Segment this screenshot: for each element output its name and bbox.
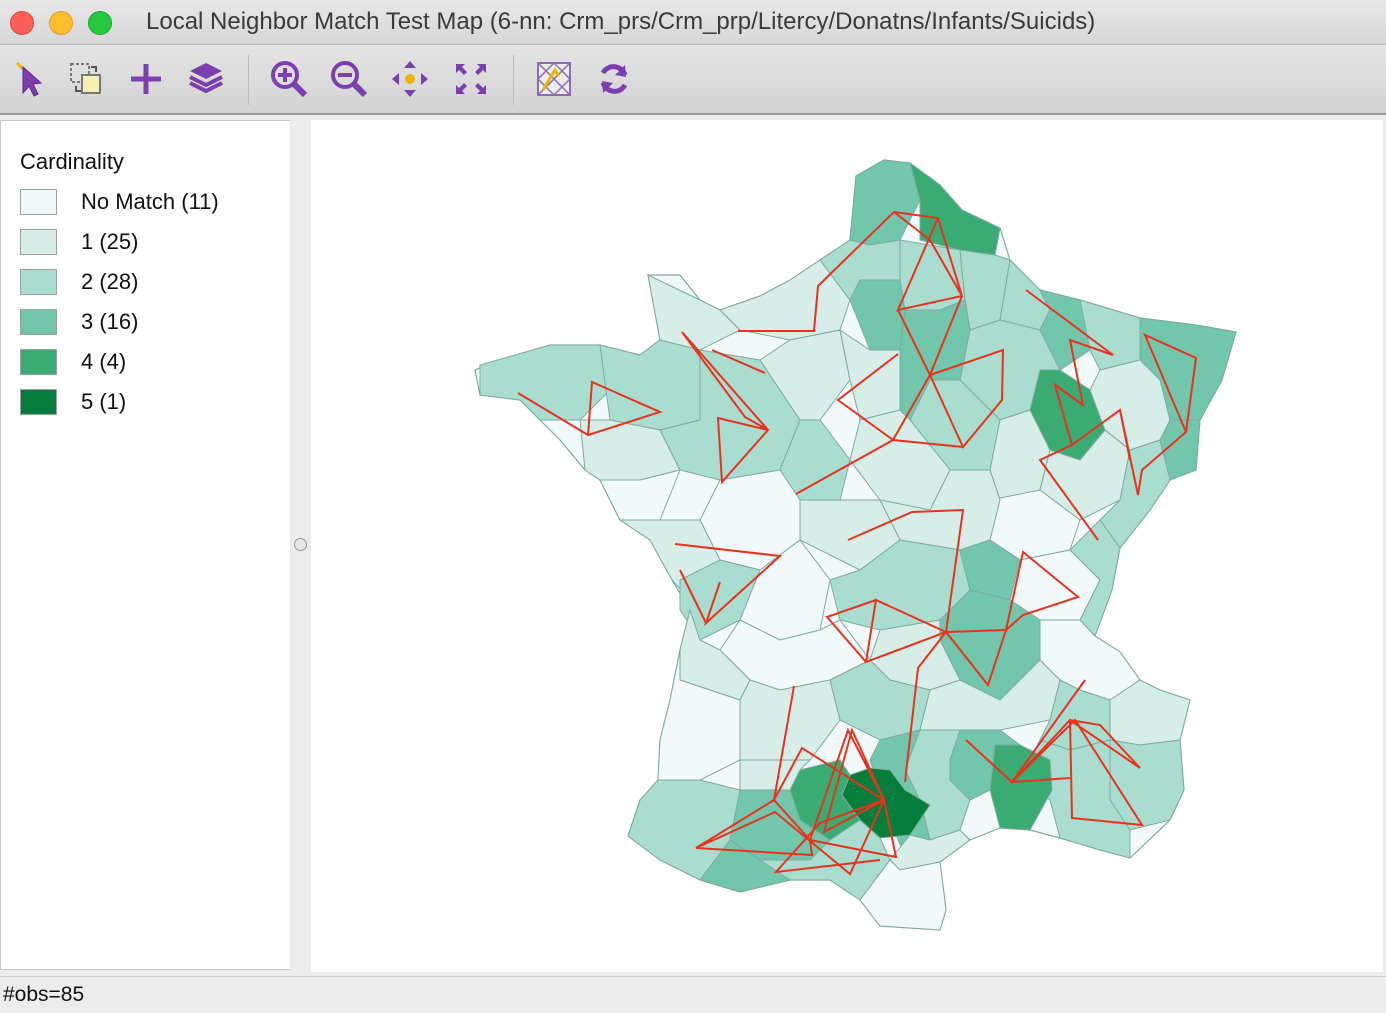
link-cluster [825,508,1081,783]
zoom-in-icon[interactable] [269,59,309,99]
selection-shape-icon[interactable] [66,59,106,99]
panel-splitter[interactable] [290,120,310,972]
map-svg [474,159,1237,931]
legend-swatch [20,309,57,335]
link-cluster [517,380,663,437]
legend-item-3[interactable]: 3 (16) [20,307,138,337]
region [1069,519,1121,637]
link-cluster [674,543,783,627]
legend-swatch [20,189,57,215]
legend-swatch [20,269,57,295]
region [909,161,1001,256]
legend-label: No Match (11) [81,189,219,214]
legend-label: 3 (16) [81,309,139,334]
layers-icon[interactable] [186,59,226,99]
legend-label: 5 (1) [81,389,127,414]
zoom-window-button[interactable] [88,11,112,35]
legend-title: Cardinality [20,149,124,174]
link-cluster [681,331,770,485]
legend-panel: Cardinality No Match (11) 1 (25) 2 (28) … [0,120,291,970]
link-cluster [695,685,898,876]
add-layer-icon[interactable] [126,59,166,99]
link-cluster [738,210,1005,449]
legend-item-4[interactable]: 4 (4) [20,347,126,377]
title-bar: Local Neighbor Match Test Map (6-nn: Crm… [0,0,1386,45]
legend-item-1[interactable]: 1 (25) [20,227,138,257]
legend-item-5[interactable]: 5 (1) [20,387,126,417]
region [959,789,1001,841]
toolbar-separator [248,55,249,105]
legend-swatch [20,389,57,415]
link-cluster [1025,289,1198,541]
refresh-icon[interactable] [594,59,634,99]
window-title: Local Neighbor Match Test Map (6-nn: Crm… [146,8,1096,35]
toolbar-separator [513,55,514,105]
status-bar: #obs=85 [0,976,1386,1013]
legend-swatch [20,349,57,375]
observation-count: #obs=85 [3,983,85,1006]
pan-icon[interactable] [390,59,430,99]
region [599,339,701,431]
minimize-window-button[interactable] [49,11,73,35]
map-theme-icon[interactable] [534,59,574,99]
region [859,859,947,931]
legend-swatch [20,229,57,255]
toolbar [0,45,1386,115]
full-extent-icon[interactable] [451,59,491,99]
legend-item-2[interactable]: 2 (28) [20,267,138,297]
region [1099,439,1171,549]
link-cluster [795,353,964,495]
splitter-handle[interactable] [294,538,307,551]
link-cluster [965,679,1144,827]
neighbor-links [517,210,1198,876]
legend-label: 4 (4) [81,349,127,374]
close-window-button[interactable] [10,11,34,35]
legend-label: 2 (28) [81,269,139,294]
region [627,779,741,881]
select-icon[interactable] [8,59,48,99]
zoom-out-icon[interactable] [329,59,369,99]
map-canvas[interactable] [311,120,1383,972]
legend-item-no-match[interactable]: No Match (11) [20,187,219,217]
region [599,469,681,521]
legend-label: 1 (25) [81,229,139,254]
